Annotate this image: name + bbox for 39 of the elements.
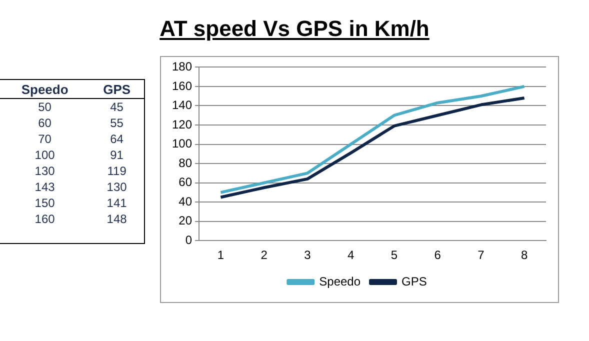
text: 70	[37, 131, 52, 147]
x-tick-label: 1	[217, 248, 224, 262]
x-tick-label: 7	[478, 248, 485, 262]
text: 119	[106, 163, 128, 179]
text: 64	[109, 131, 124, 147]
text: 50	[37, 99, 52, 115]
text: 60	[37, 115, 52, 131]
x-tick-label: 3	[304, 248, 312, 262]
y-tick-label: 120	[172, 117, 192, 132]
text: 160	[34, 211, 56, 227]
x-tick-label: 6	[434, 248, 442, 262]
text: 130	[106, 179, 128, 195]
y-tick-label: 160	[172, 78, 192, 93]
text: 141	[106, 195, 128, 211]
chart-title: AT speed Vs GPS in Km/h	[158, 16, 430, 42]
text: 55	[109, 115, 124, 131]
y-tick-label: 180	[172, 60, 192, 74]
category-label: Speedo	[0, 80, 90, 98]
x-tick-label: 8	[520, 248, 528, 262]
y-tick-label: 20	[178, 214, 192, 228]
text: 148	[106, 211, 128, 227]
x-tick-label: 4	[347, 248, 354, 262]
text: 150	[34, 195, 56, 211]
y-tick-label: 80	[178, 156, 192, 170]
text: 143	[34, 179, 56, 195]
text: 100	[34, 147, 56, 163]
legend-label: Speedo	[319, 274, 361, 288]
x-tick-label: 2	[260, 248, 268, 262]
text: 91	[109, 147, 124, 163]
y-tick-label: 60	[178, 175, 192, 190]
y-tick-label: 100	[172, 136, 192, 151]
category-label: GPS	[90, 80, 144, 98]
legend-label: GPS	[402, 274, 427, 288]
text: 130	[34, 163, 56, 179]
y-tick-label: 140	[172, 98, 192, 112]
x-tick-label: 5	[390, 248, 398, 262]
y-tick-label: 40	[178, 194, 192, 208]
y-tick-label: 0	[185, 232, 192, 247]
text: 45	[109, 99, 124, 115]
